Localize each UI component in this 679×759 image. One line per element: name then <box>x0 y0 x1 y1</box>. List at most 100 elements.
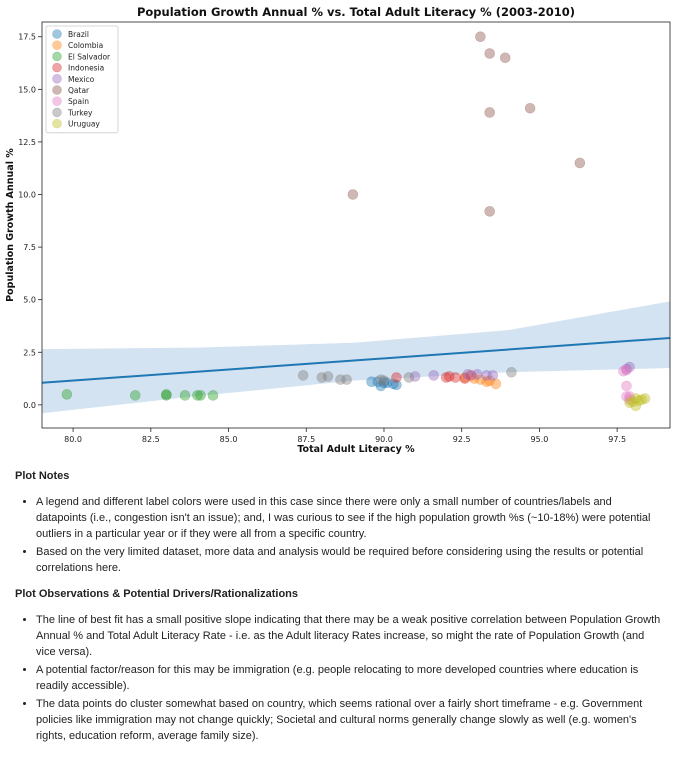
x-tick-label: 87.5 <box>297 435 315 444</box>
data-point-spain <box>624 394 635 405</box>
legend-marker <box>52 29 62 39</box>
y-tick-label: 5.0 <box>23 296 36 305</box>
x-axis-label: Total Adult Literacy % <box>297 444 415 455</box>
y-tick-label: 15.0 <box>18 85 36 94</box>
data-point-mexico <box>471 369 483 380</box>
data-point-colombia <box>481 376 492 388</box>
y-tick-label: 7.5 <box>23 243 36 252</box>
data-point-qatar <box>347 189 359 200</box>
data-point-qatar <box>499 52 511 64</box>
list-item: A legend and different label colors were… <box>36 494 665 542</box>
data-point-brazil <box>391 379 402 391</box>
x-tick-label: 90.0 <box>375 435 393 444</box>
data-point-uruguay <box>636 394 648 405</box>
y-tick-label: 0.0 <box>23 401 36 410</box>
scatter-chart: Population Growth Annual % vs. Total Adu… <box>5 5 671 455</box>
data-point-qatar <box>484 206 495 217</box>
data-point-colombia <box>490 378 502 390</box>
y-axis-label: Population Growth Annual % <box>5 148 16 302</box>
legend-box <box>45 25 119 134</box>
data-point-qatar <box>484 107 495 118</box>
data-point-mexico <box>462 369 474 380</box>
list-item: The line of best fit has a small positiv… <box>36 612 665 660</box>
legend-label: El Salvador <box>68 52 111 61</box>
notes-section: Plot Notes A legend and different label … <box>15 468 665 754</box>
legend-marker <box>52 40 62 51</box>
confidence-band <box>42 301 670 414</box>
data-point-el-salvador <box>161 390 172 401</box>
data-point-mexico <box>624 361 635 373</box>
data-point-qatar <box>574 157 586 169</box>
observations-list: The line of best fit has a small positiv… <box>15 612 665 744</box>
data-point-spain <box>624 391 635 402</box>
data-point-qatar <box>484 48 495 59</box>
legend-marker <box>52 118 62 129</box>
data-point-indonesia <box>465 370 477 381</box>
y-tick-label: 17.5 <box>18 33 36 42</box>
legend-label: Uruguay <box>68 120 100 129</box>
data-point-indonesia <box>391 372 402 383</box>
data-point-spain <box>621 380 632 392</box>
x-tick-label: 95.0 <box>531 435 549 444</box>
chart-title: Population Growth Annual % vs. Total Adu… <box>137 5 575 19</box>
data-point-turkey <box>375 374 387 385</box>
data-point-uruguay <box>639 393 651 404</box>
data-point-colombia <box>459 372 471 383</box>
list-item: Based on the very limited dataset, more … <box>36 544 665 576</box>
list-item: A potential factor/reason for this may b… <box>36 662 665 694</box>
legend-label: Turkey <box>67 108 93 117</box>
list-item: The data points do cluster somewhat base… <box>36 696 665 744</box>
legend-label: Brazil <box>68 30 89 39</box>
data-point-el-salvador <box>195 390 206 401</box>
data-point-colombia <box>475 374 486 385</box>
data-point-mexico <box>621 363 632 375</box>
x-tick-label: 80.0 <box>64 435 82 444</box>
data-point-qatar <box>475 31 486 43</box>
legend-marker <box>52 107 62 118</box>
data-point-indonesia <box>450 372 461 383</box>
data-point-turkey <box>403 372 415 383</box>
data-point-colombia <box>468 373 480 384</box>
chart-svg: Population Growth Annual % vs. Total Adu… <box>5 5 671 455</box>
data-point-turkey <box>316 372 328 383</box>
legend-marker <box>52 51 62 62</box>
data-point-el-salvador <box>179 390 191 401</box>
legend-marker <box>52 74 62 84</box>
data-point-turkey <box>322 371 334 382</box>
data-point-brazil <box>381 377 393 389</box>
data-point-brazil <box>375 380 387 392</box>
data-point-el-salvador <box>161 389 172 400</box>
data-point-brazil <box>388 378 399 390</box>
plot-notes-heading: Plot Notes <box>15 470 70 482</box>
legend-marker <box>52 85 62 95</box>
data-point-turkey <box>378 375 390 386</box>
y-tick-label: 10.0 <box>18 190 36 199</box>
x-tick-label: 97.5 <box>608 435 626 444</box>
data-point-uruguay <box>630 393 642 404</box>
data-point-brazil <box>378 377 390 389</box>
data-point-uruguay <box>633 395 645 406</box>
data-point-turkey <box>297 370 309 381</box>
legend-label: Spain <box>68 97 89 106</box>
legend-marker <box>52 62 62 73</box>
x-tick-label: 92.5 <box>453 435 471 444</box>
plot-notes-list: A legend and different label colors were… <box>15 494 665 576</box>
legend-label: Colombia <box>68 41 103 50</box>
plot-frame <box>41 21 671 429</box>
x-tick-label: 85.0 <box>220 435 238 444</box>
legend-label: Indonesia <box>68 64 104 73</box>
data-point-turkey <box>506 366 517 378</box>
data-point-uruguay <box>624 397 635 409</box>
data-point-el-salvador <box>129 390 141 401</box>
data-point-spain <box>621 364 632 376</box>
data-point-colombia <box>484 375 495 386</box>
data-point-el-salvador <box>192 390 203 401</box>
legend-marker <box>52 96 62 106</box>
data-point-uruguay <box>630 400 642 412</box>
y-tick-label: 12.5 <box>18 138 36 147</box>
data-point-mexico <box>428 370 440 381</box>
data-point-el-salvador <box>61 389 73 400</box>
data-point-spain <box>621 391 632 402</box>
data-point-turkey <box>341 374 352 385</box>
data-point-indonesia <box>443 371 455 382</box>
